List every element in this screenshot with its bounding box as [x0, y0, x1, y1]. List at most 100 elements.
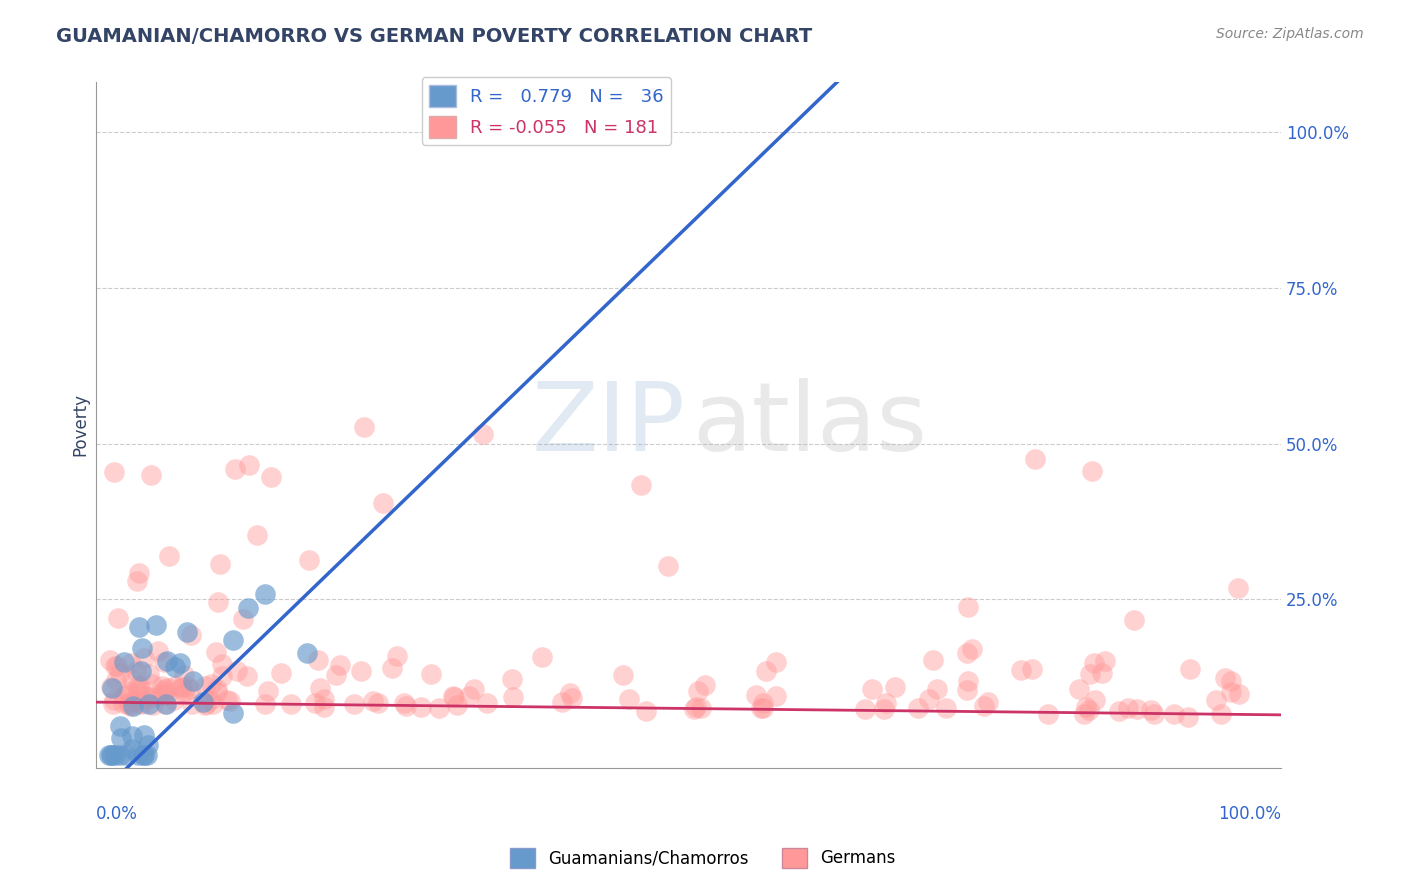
Point — [238, 458, 260, 472]
Point — [157, 549, 180, 563]
Point — [395, 699, 418, 714]
Point — [152, 683, 174, 698]
Point — [141, 467, 163, 482]
Point — [110, 719, 132, 733]
Point — [350, 664, 373, 678]
Point — [207, 595, 229, 609]
Point — [765, 655, 787, 669]
Point — [100, 680, 122, 694]
Point — [1227, 687, 1250, 701]
Point — [127, 748, 149, 763]
Point — [308, 681, 330, 696]
Point — [1083, 656, 1105, 670]
Point — [156, 654, 179, 668]
Point — [690, 701, 713, 715]
Point — [1126, 702, 1149, 716]
Point — [232, 612, 254, 626]
Point — [226, 665, 249, 679]
Point — [155, 687, 177, 701]
Point — [353, 420, 375, 434]
Point — [163, 679, 186, 693]
Point — [1178, 662, 1201, 676]
Point — [253, 697, 276, 711]
Point — [98, 748, 121, 763]
Point — [1143, 707, 1166, 722]
Point — [100, 748, 122, 763]
Point — [755, 664, 778, 678]
Point — [110, 731, 132, 745]
Point — [146, 643, 169, 657]
Point — [121, 673, 143, 688]
Point — [463, 682, 485, 697]
Point — [409, 699, 432, 714]
Point — [103, 465, 125, 479]
Point — [150, 679, 173, 693]
Point — [475, 697, 498, 711]
Point — [1213, 672, 1236, 686]
Point — [751, 696, 773, 710]
Point — [128, 679, 150, 693]
Point — [132, 728, 155, 742]
Point — [155, 697, 177, 711]
Point — [150, 688, 173, 702]
Point — [1108, 705, 1130, 719]
Point — [112, 689, 135, 703]
Point — [135, 689, 157, 703]
Point — [201, 697, 224, 711]
Point — [101, 748, 124, 763]
Point — [110, 666, 132, 681]
Text: ZIP: ZIP — [531, 378, 685, 472]
Point — [883, 680, 905, 694]
Point — [1139, 703, 1161, 717]
Point — [1094, 654, 1116, 668]
Point — [114, 748, 136, 763]
Point — [163, 660, 186, 674]
Point — [342, 697, 364, 711]
Point — [173, 667, 195, 681]
Text: GUAMANIAN/CHAMORRO VS GERMAN POVERTY CORRELATION CHART: GUAMANIAN/CHAMORRO VS GERMAN POVERTY COR… — [56, 27, 813, 45]
Point — [104, 659, 127, 673]
Point — [108, 748, 131, 763]
Point — [181, 697, 204, 711]
Point — [921, 653, 943, 667]
Point — [138, 697, 160, 711]
Point — [125, 664, 148, 678]
Point — [551, 695, 574, 709]
Point — [172, 680, 194, 694]
Point — [367, 696, 389, 710]
Point — [236, 668, 259, 682]
Point — [458, 689, 481, 703]
Point — [141, 677, 163, 691]
Point — [1116, 700, 1139, 714]
Point — [392, 696, 415, 710]
Point — [471, 427, 494, 442]
Point — [224, 461, 246, 475]
Point — [246, 528, 269, 542]
Point — [973, 699, 995, 714]
Text: atlas: atlas — [692, 378, 927, 472]
Point — [1220, 685, 1243, 699]
Point — [191, 695, 214, 709]
Point — [169, 657, 191, 671]
Point — [100, 681, 122, 695]
Point — [121, 742, 143, 756]
Point — [112, 697, 135, 711]
Point — [1122, 613, 1144, 627]
Point — [1073, 707, 1095, 722]
Point — [194, 679, 217, 693]
Point — [132, 748, 155, 763]
Point — [1024, 451, 1046, 466]
Point — [179, 681, 201, 696]
Point — [1205, 693, 1227, 707]
Point — [385, 648, 408, 663]
Point — [1163, 707, 1185, 722]
Point — [976, 695, 998, 709]
Point — [1021, 662, 1043, 676]
Point — [253, 586, 276, 600]
Point — [205, 681, 228, 696]
Point — [381, 661, 404, 675]
Point — [127, 679, 149, 693]
Point — [120, 698, 142, 713]
Point — [530, 649, 553, 664]
Point — [685, 700, 707, 714]
